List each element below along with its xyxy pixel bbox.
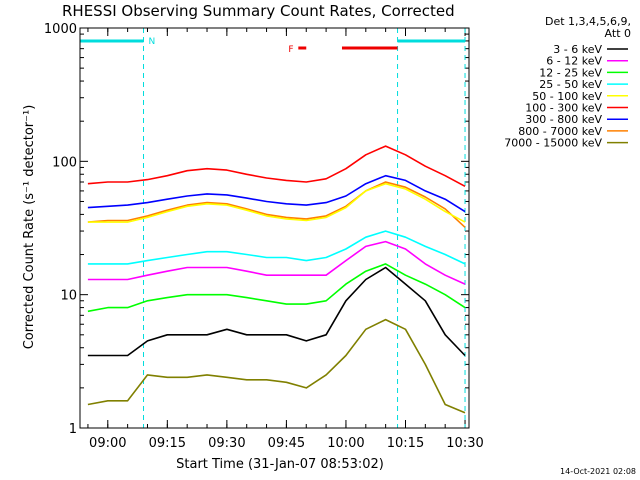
x-tick-label: 10:15 [387,436,424,451]
x-tick-label: 09:00 [89,436,126,451]
x-tick-label: 09:30 [208,436,245,451]
legend-label: 800 - 7000 keV [518,125,602,138]
series-line-2 [87,263,466,313]
series-line-7 [87,181,466,228]
series-line-3 [87,230,466,265]
legend-label: 7000 - 15000 keV [504,137,602,150]
series-line-0 [87,266,466,357]
series-line-1 [87,240,466,285]
y-tick-label: 1 [69,422,77,437]
x-tick-label: 09:45 [268,436,305,451]
legend-label: 50 - 100 keV [532,90,602,103]
flare-marker-label: F [288,45,293,55]
legend-label: 25 - 50 keV [539,78,602,91]
legend-label: 3 - 6 keV [553,43,602,56]
y-axis-label: Corrected Count Rate (s⁻¹ detector⁻¹) [22,105,37,350]
legend-label: 12 - 25 keV [539,66,602,79]
legend-label: 300 - 800 keV [525,113,602,126]
chart-marks: 1 10 100 1000 09:00 09:15 09:30 09:45 10:00 10:15… [44,22,484,451]
series-line-6 [87,174,466,213]
x-tick-label: 10:30 [446,436,483,451]
x-tick-label: 09:15 [149,436,186,451]
night-marker-label: N [149,37,156,47]
series-line-8 [87,318,466,414]
x-tick-label: 10:00 [327,436,364,451]
y-tick-label: 100 [52,155,77,170]
series-line-4 [87,182,466,223]
legend-header-attenuator: Att 0 [605,27,631,40]
plot-frame [79,27,470,429]
series-line-5 [87,145,466,188]
legend-header-detectors: Det 1,3,4,5,6,9, [545,15,631,28]
chart-title: RHESSI Observing Summary Count Rates, Co… [62,2,455,20]
y-tick-label: 1000 [44,22,77,37]
y-tick-label: 10 [60,289,77,304]
generation-timestamp: 14-Oct-2021 02:08 [560,467,636,476]
x-axis-label: Start Time (31-Jan-07 08:53:02) [176,457,384,472]
legend-label: 6 - 12 keV [546,55,602,68]
legend-label: 100 - 300 keV [525,102,602,115]
